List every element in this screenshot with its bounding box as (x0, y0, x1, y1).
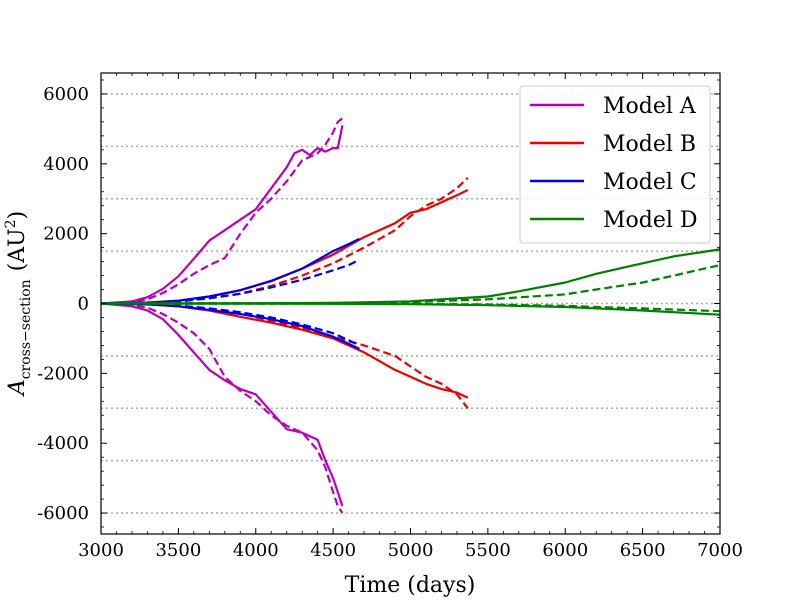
x-tick-label-3: 4500 (310, 540, 356, 561)
legend-label-0: Model A (603, 94, 697, 119)
x-tick-label-8: 7000 (697, 540, 743, 561)
y-tick-label-4: 2000 (43, 224, 89, 245)
series-line-3 (100, 302, 344, 514)
series-line-1 (100, 117, 344, 305)
y-tick-label-1: -4000 (37, 433, 89, 454)
x-tick-label-6: 6000 (542, 540, 588, 561)
series-line-2 (100, 302, 344, 507)
y-tick-label-2: -2000 (37, 363, 89, 384)
legend-items: Model A Model B Model C Model D (530, 94, 698, 233)
legend-label-2: Model C (603, 170, 697, 195)
y-axis-label: Across−section(AU2) (3, 211, 34, 397)
series-line-11 (100, 302, 360, 347)
series-line-0 (100, 125, 344, 305)
series-line-4 (100, 189, 469, 305)
x-tick-label-0: 3000 (78, 540, 124, 561)
legend-label-3: Model D (603, 208, 698, 233)
y-tick-label-5: 4000 (43, 154, 89, 175)
x-tick-label-7: 6500 (620, 540, 666, 561)
y-tick-label-6: 6000 (43, 84, 89, 105)
legend: Model A Model B Model C Model D (519, 85, 711, 244)
y-tick-label-3: 0 (78, 294, 89, 315)
legend-box (519, 85, 711, 244)
series-line-6 (100, 302, 469, 399)
x-tick-label-1: 3500 (155, 540, 201, 561)
series-line-15 (100, 302, 721, 313)
series-layer (100, 117, 721, 514)
x-axis-label: Time (days) (345, 573, 476, 598)
series-line-10 (100, 302, 360, 350)
tick-layer: 3000 3500 4000 4500 5000 5500 6000 6500 7000 -600… (37, 73, 743, 561)
y-tick-label-0: -6000 (37, 503, 89, 524)
x-tick-label-5: 5500 (465, 540, 511, 561)
x-tick-label-2: 4000 (233, 540, 279, 561)
series-line-13 (100, 264, 721, 305)
legend-label-1: Model B (603, 132, 696, 157)
x-tick-label-4: 5000 (388, 540, 434, 561)
series-line-9 (100, 258, 360, 305)
